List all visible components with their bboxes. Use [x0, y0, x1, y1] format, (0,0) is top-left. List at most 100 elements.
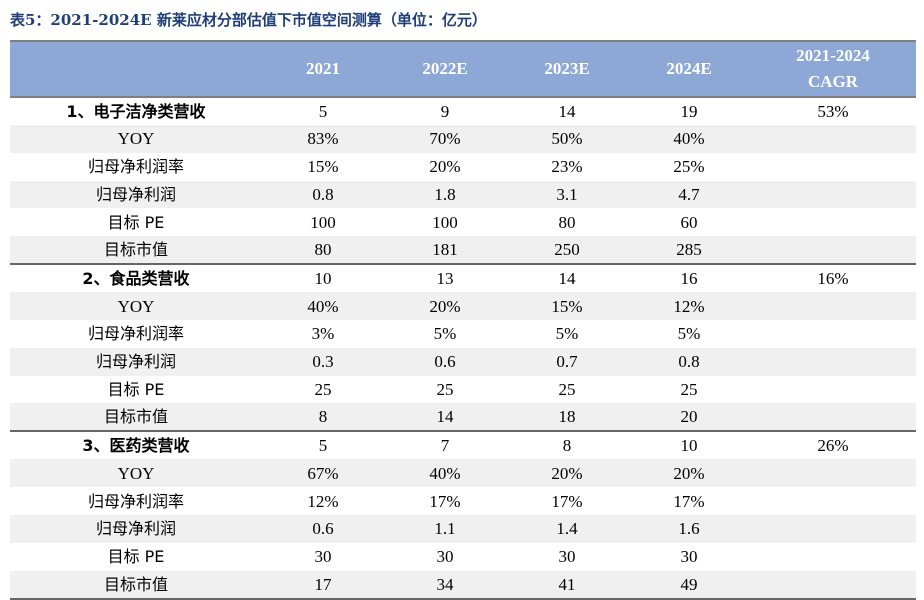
cell-2022e: 34	[436, 574, 454, 594]
cell-2023e: 41	[558, 574, 576, 594]
cell-2023e: 30	[558, 547, 576, 567]
cell-label: 2、食品类营收	[82, 269, 190, 289]
cell-2024e: 30	[680, 547, 698, 567]
header-cell-cagr: 2021-2024 CAGR	[750, 41, 916, 97]
cell-2021: 0.3	[312, 352, 334, 372]
cell-cagr	[750, 181, 916, 209]
net-margin-row: 归母净利润率 15% 20% 23% 25%	[10, 153, 916, 181]
cell-2022e: 100	[432, 212, 458, 232]
cell-2021: 5	[318, 102, 328, 121]
cell-2021: 80	[314, 240, 332, 260]
target-pe-row: 目标 PE 25 25 25 25	[10, 376, 916, 404]
segment-group: 1、电子洁净类营收 5 9 14 19 53% YOY 83% 70% 50% 40% 归母净利润率 1…	[10, 97, 916, 265]
cell-2021: 83%	[307, 129, 339, 149]
cell-2023e: 25	[558, 379, 576, 399]
cell-cagr	[750, 403, 916, 431]
cell-2023e: 14	[558, 102, 576, 121]
cell-label: 归母净利润率	[87, 324, 184, 344]
cell-2024e: 10	[680, 436, 698, 456]
cell-2021: 10	[314, 269, 332, 289]
table-caption: 表5：2021-2024E 新莱应材分部估值下市值空间测算（单位：亿元）	[10, 11, 487, 29]
cell-2024e: 17%	[673, 491, 705, 511]
cell-label: 归母净利润率	[87, 157, 184, 177]
cell-2023e: 80	[558, 212, 576, 232]
cell-2022e: 1.8	[434, 184, 456, 204]
cell-2023e: 50%	[551, 129, 583, 149]
cell-2022e: 25	[436, 379, 454, 399]
cell-2021: 12%	[307, 491, 339, 511]
cell-cagr	[750, 348, 916, 376]
cell-2024e: 19	[680, 102, 698, 121]
cell-2024e: 40%	[673, 129, 705, 149]
cell-2024e: 0.8	[678, 352, 700, 372]
cell-2022e: 17%	[429, 491, 461, 511]
cell-2022e: 181	[432, 240, 458, 260]
cell-2021: 0.8	[312, 184, 334, 204]
cell-2023e: 0.7	[556, 352, 578, 372]
cell-2024e: 20%	[673, 463, 705, 483]
cell-cagr	[750, 543, 916, 571]
cell-2024e: 12%	[673, 296, 705, 316]
cell-label: 归母净利润率	[87, 491, 184, 511]
cell-2024e: 60	[680, 212, 698, 232]
cell-cagr	[750, 376, 916, 404]
cell-cagr	[750, 153, 916, 181]
cell-2023e: 20%	[551, 463, 583, 483]
target-market-cap-row: 目标市值 17 34 41 49	[10, 570, 916, 599]
cell-2023e: 250	[554, 240, 580, 260]
valuation-table: 2021 2022E 2023E 2024E 2021-2024 CAGR 1、电…	[10, 40, 916, 600]
cell-cagr	[750, 236, 916, 264]
yoy-row: YOY 67% 40% 20% 20%	[10, 459, 916, 488]
header-cell-2023e: 2023E	[544, 59, 590, 78]
cell-cagr	[750, 320, 916, 348]
cell-cagr	[750, 515, 916, 543]
cell-2022e: 5%	[433, 324, 457, 344]
cell-2023e: 23%	[551, 157, 583, 177]
revenue-row: 3、医药类营收 5 7 8 10 26%	[10, 431, 916, 459]
cell-2022e: 40%	[429, 463, 461, 483]
cell-cagr: 53%	[817, 102, 849, 121]
cell-2021: 15%	[307, 157, 339, 177]
net-margin-row: 归母净利润率 12% 17% 17% 17%	[10, 487, 916, 515]
cell-2024e: 5%	[677, 324, 701, 344]
cell-2022e: 13	[436, 269, 454, 289]
cell-2024e: 285	[676, 240, 702, 260]
cell-2024e: 25%	[673, 157, 705, 177]
cell-2023e: 3.1	[556, 184, 578, 204]
cell-2024e: 4.7	[678, 184, 700, 204]
revenue-row: 2、食品类营收 10 13 14 16 16%	[10, 264, 916, 292]
cell-label: 目标市值	[103, 574, 168, 594]
cell-label: 1、电子洁净类营收	[66, 102, 206, 121]
cell-2021: 25	[314, 379, 332, 399]
cell-2022e: 20%	[429, 157, 461, 177]
target-pe-row: 目标 PE 100 100 80 60	[10, 208, 916, 236]
cell-label: 目标 PE	[107, 379, 165, 399]
cell-2024e: 16	[680, 269, 698, 289]
segment-group: 3、医药类营收 5 7 8 10 26% YOY 67% 40% 20% 20% 归母净利润率 12% 1…	[10, 431, 916, 599]
cell-label: 目标市值	[103, 407, 168, 427]
cell-2021: 3%	[311, 324, 335, 344]
cell-2021: 30	[314, 547, 332, 567]
cell-label: 归母净利润	[95, 184, 176, 204]
cell-cagr	[750, 571, 916, 599]
cell-2024e: 49	[680, 574, 698, 594]
cell-2022e: 30	[436, 547, 454, 567]
net-profit-row: 归母净利润 0.3 0.6 0.7 0.8	[10, 347, 916, 376]
cell-2022e: 20%	[429, 296, 461, 316]
cell-2021: 0.6	[312, 519, 334, 539]
cell-cagr	[750, 208, 916, 236]
cell-label: 归母净利润	[95, 352, 176, 372]
header-cagr-line: 2021-2024	[796, 46, 870, 65]
cell-2023e: 1.4	[556, 519, 578, 539]
cell-label: 目标 PE	[107, 212, 165, 232]
cell-label: YOY	[117, 463, 155, 483]
header-cell-2022e: 2022E	[422, 59, 468, 78]
header-cagr-line: CAGR	[807, 72, 859, 91]
cell-label: 目标市值	[103, 240, 168, 260]
cell-label: YOY	[117, 129, 155, 149]
cell-2023e: 14	[558, 269, 576, 289]
cell-2023e: 5%	[555, 324, 579, 344]
header-row: 2021 2022E 2023E 2024E 2021-2024 CAGR	[10, 41, 916, 97]
cell-2023e: 8	[562, 436, 572, 456]
